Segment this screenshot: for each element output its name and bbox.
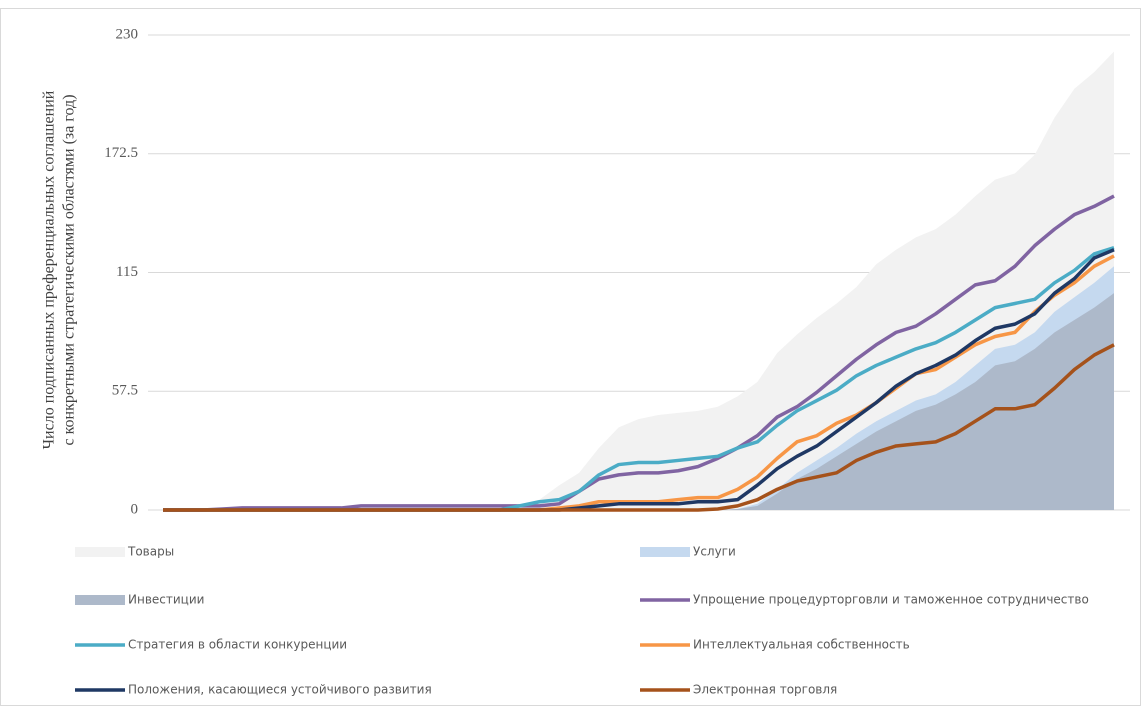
legend-label: Услуги bbox=[693, 545, 736, 559]
legend-swatch bbox=[75, 547, 125, 557]
plot bbox=[148, 34, 1130, 512]
legend-label: Стратегия в области конкуренции bbox=[128, 638, 347, 652]
legend-swatch bbox=[75, 595, 125, 605]
line bbox=[163, 343, 1115, 512]
legend-label: Интеллектуальная собственность bbox=[693, 638, 910, 652]
y-axis-label: с конкретными стратегическими областями … bbox=[61, 94, 78, 445]
y-tick-label: 172.5 bbox=[104, 145, 138, 161]
legend-label: Товары bbox=[127, 545, 174, 559]
y-tick-label: 0 bbox=[131, 501, 139, 517]
y-tick-label: 57.5 bbox=[112, 383, 138, 399]
area bbox=[163, 293, 1114, 510]
legend-swatch bbox=[640, 547, 690, 557]
y-tick-label: 115 bbox=[116, 264, 138, 280]
area bbox=[163, 51, 1114, 511]
legend-label: Инвестиции bbox=[128, 593, 204, 607]
line bbox=[163, 194, 1115, 512]
legend-label: Упрощение процедурторговли и таможенное … bbox=[693, 593, 1089, 607]
legend-label: Электронная торговля bbox=[693, 683, 837, 697]
y-tick-label: 230 bbox=[116, 26, 139, 42]
y-axis-label: Число подписанных преференциальных согла… bbox=[41, 90, 58, 449]
legend-label: Положения, касающиеся устойчивого развит… bbox=[128, 683, 432, 697]
